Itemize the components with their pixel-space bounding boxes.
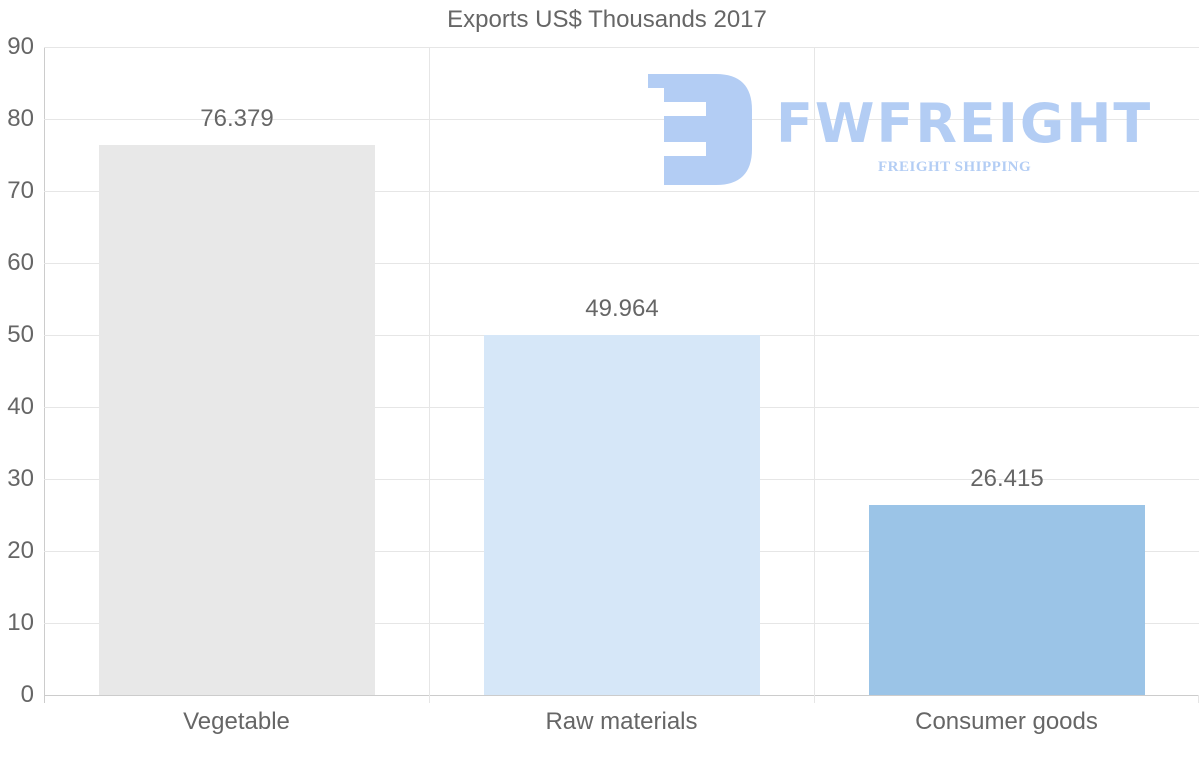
y-tick-label: 40 (7, 393, 34, 420)
gridline-y (44, 47, 1199, 48)
watermark-tagline: FREIGHT SHIPPING (878, 159, 1032, 175)
y-tick-label: 90 (7, 33, 34, 60)
y-tick-label: 20 (7, 537, 34, 564)
y-tick-label: 70 (7, 177, 34, 204)
gridline-x (429, 47, 430, 703)
bar-raw-materials[interactable] (484, 335, 760, 695)
y-tick-label: 0 (20, 681, 34, 708)
y-tick-label: 30 (7, 465, 34, 492)
fwfreight-logo-icon (648, 74, 752, 185)
y-tick-label: 10 (7, 609, 34, 636)
x-tick-label: Consumer goods (915, 708, 1098, 735)
x-tick-label: Vegetable (183, 708, 290, 735)
x-tick-label: Raw materials (545, 708, 698, 735)
gridline-y (44, 191, 1199, 192)
fwfreight-watermark: FWFREIGHT FREIGHT SHIPPING (646, 72, 1156, 187)
bar-value-label: 49.964 (585, 295, 659, 322)
y-tick-label: 60 (7, 249, 34, 276)
gridline-y (44, 263, 1199, 264)
gridline-x (814, 47, 815, 703)
bar-value-label: 26.415 (970, 465, 1044, 492)
y-axis-line (44, 47, 45, 703)
bar-vegetable[interactable] (99, 145, 375, 695)
x-axis-tick (1198, 695, 1199, 703)
bar-value-label: 76.379 (200, 105, 274, 132)
chart-title: Exports US$ Thousands 2017 (447, 6, 767, 33)
bar-consumer-goods[interactable] (869, 505, 1145, 695)
y-tick-label: 50 (7, 321, 34, 348)
y-tick-label: 80 (7, 105, 34, 132)
watermark-brand: FWFREIGHT (776, 92, 1153, 155)
x-axis-line (44, 695, 1199, 696)
gridline-y (44, 119, 1199, 120)
